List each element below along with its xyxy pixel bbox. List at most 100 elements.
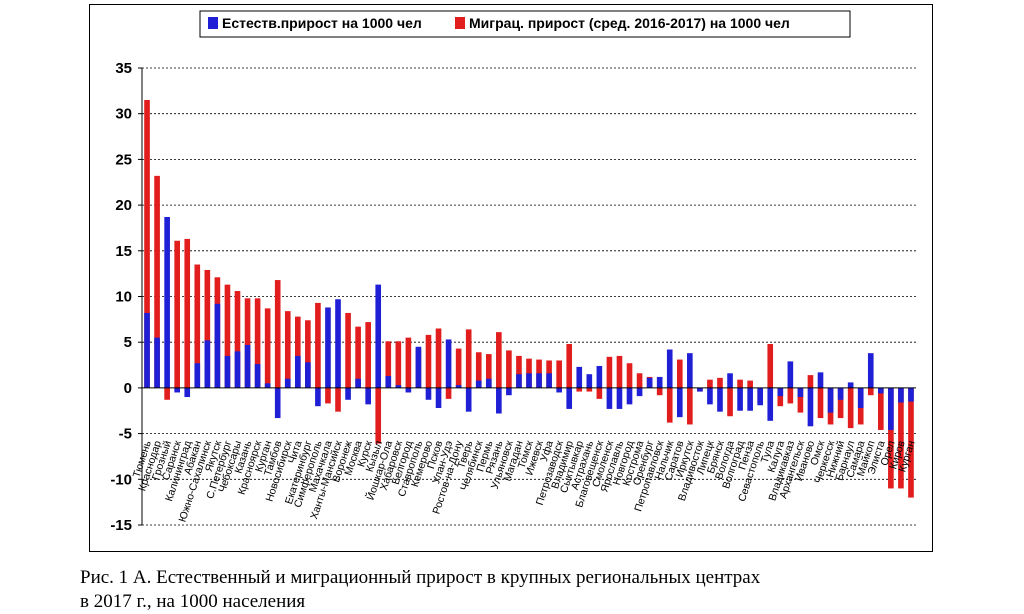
natural-growth-bar [274,387,281,419]
natural-growth-bar [194,363,201,388]
natural-growth-bar [747,387,753,411]
natural-growth-bar [867,353,874,388]
natural-growth-bar [837,387,844,400]
natural-growth-bar [375,284,382,388]
migration-growth-bar [747,380,753,388]
migration-growth-bar [616,355,623,388]
natural-growth-bar [767,387,774,421]
natural-growth-bar [214,303,221,388]
natural-growth-bar [596,365,603,388]
migration-growth-bar [425,334,432,388]
migration-growth-bar [867,387,874,396]
y-tick-label: 15 [115,243,132,260]
migration-growth-bar [506,350,512,388]
migration-growth-bar [395,341,402,388]
natural-growth-bar [224,355,231,388]
migration-growth-bar [576,387,583,392]
migration-growth-bar [606,356,613,388]
natural-growth-bar [325,307,331,388]
y-tick-label: 10 [115,289,132,306]
natural-growth-bar [335,299,341,388]
natural-growth-bar [294,355,301,388]
figure-caption: Рис. 1 А. Естественный и миграционный пр… [80,566,980,614]
natural-growth-bar [536,373,542,388]
natural-growth-bar [305,362,311,388]
natural-growth-bar [847,382,854,388]
natural-growth-bar [164,216,170,388]
natural-growth-bar [707,387,713,405]
natural-growth-bar [727,373,733,388]
natural-growth-bar [737,387,743,411]
migration-growth-bar [797,387,804,413]
natural-growth-bar [475,380,482,388]
migration-growth-bar [465,329,472,388]
migration-growth-bar [204,269,211,388]
migration-growth-bar [375,387,382,444]
y-tick-label: 20 [115,197,132,214]
migration-growth-bar [727,387,733,417]
natural-growth-bar [687,353,693,388]
migration-growth-bar [787,387,794,404]
migration-growth-bar [184,238,191,388]
y-tick-labels: -15 -10 -5 0 5 10 15 20 25 30 35 [110,60,132,534]
natural-growth-bar [506,387,512,396]
natural-growth-bar [807,387,814,427]
migration-growth-bar [485,354,492,388]
migration-growth-bar [194,264,201,388]
natural-growth-bar [445,339,452,388]
natural-growth-bar [254,364,261,388]
migration-growth-bar [435,328,442,388]
chart-frame: -15 -10 -5 0 5 10 15 20 25 30 35 Тюмень Краснодар Гр… [89,4,933,552]
migration-growth-bar [264,308,271,388]
migration-growth-bar [596,387,603,399]
migration-growth-bar [656,387,663,396]
migration-growth-bar [898,387,904,489]
migration-growth-bar [355,326,361,388]
natural-growth-bar [576,366,583,388]
legend: Естеств.прирост на 1000 чел Миграц. прир… [199,10,851,38]
legend-label-natural: Естеств.прирост на 1000 чел [222,15,422,31]
migration-growth-bar [445,387,452,399]
migration-growth-bar [496,332,502,388]
natural-growth-bar [395,385,402,388]
y-tick-label: 5 [124,334,132,351]
bar-chart: -15 -10 -5 0 5 10 15 20 25 30 35 ТюменьКраснодарГр… [110,10,918,534]
migration-growth-bar [737,379,743,388]
migration-growth-bar [164,387,170,400]
y-tick-label: -5 [119,426,132,443]
migration-growth-bar [244,298,251,388]
natural-growth-bar [184,387,191,398]
migration-growth-bar [154,175,160,388]
migration-growth-bar [767,344,774,388]
natural-growth-bar [405,387,412,393]
migration-growth-bar [365,322,371,388]
migration-growth-bar [908,387,914,498]
natural-growth-bar [455,385,462,388]
natural-growth-bar [516,374,522,388]
natural-growth-bar [355,378,361,388]
migration-growth-bar [174,240,180,388]
natural-growth-bar [857,387,864,409]
legend-swatch-migration [455,17,465,29]
migration-growth-bar [626,363,633,388]
migration-growth-bar [676,359,683,388]
natural-growth-bar [777,387,784,397]
migration-growth-bar [586,387,593,392]
migration-growth-bar [556,360,562,388]
migration-growth-bar [294,316,301,388]
migration-growth-bar [315,302,321,388]
migration-growth-bar [455,348,462,388]
natural-growth-bar [908,387,914,402]
migration-growth-bar [144,99,150,388]
natural-growth-bar [496,387,502,414]
migration-growth-bar [516,355,522,388]
migration-growth-bar [254,298,261,388]
natural-growth-bar [435,387,442,409]
migration-growth-bar [305,320,311,388]
natural-growth-bar [787,361,794,388]
migration-growth-bar [687,387,693,425]
gridlines [142,67,916,526]
natural-growth-bar [646,377,653,388]
natural-growth-bar [234,351,241,388]
bars [144,99,914,498]
